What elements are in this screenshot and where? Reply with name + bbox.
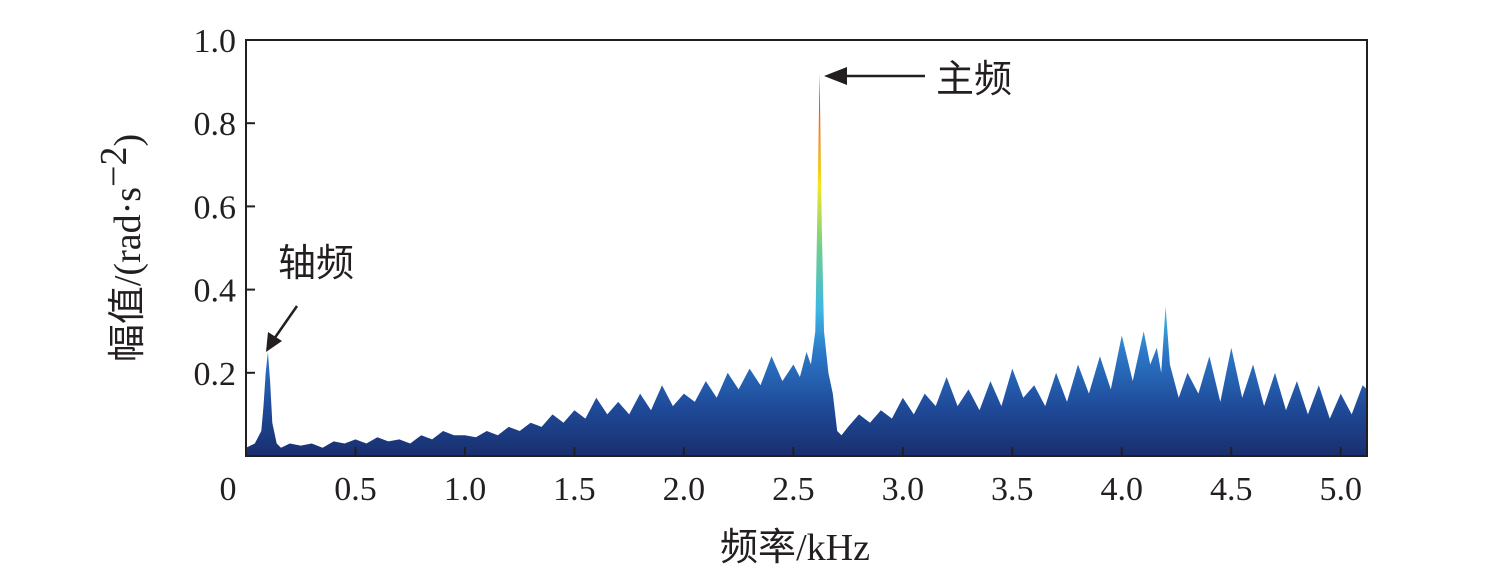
x-tick-label: 0.5	[334, 471, 377, 508]
y-tick-label: 0.2	[194, 356, 237, 393]
x-tick-label: 5.0	[1319, 471, 1362, 508]
y-tick-label: 1.0	[194, 23, 237, 60]
x-tick-label: 0	[220, 471, 237, 508]
y-axis-title-unit-exp: −2	[93, 147, 135, 187]
y-axis-title-unit-dot: ·	[107, 202, 149, 215]
annotation-shaft-frequency-arrowhead	[266, 332, 282, 352]
y-axis-title-unit-s: s	[107, 187, 149, 202]
y-axis: 0.2 0.4 0.6 0.8 1.0	[194, 23, 255, 393]
x-axis-title: 频率/kHz	[720, 525, 870, 569]
x-tick-label: 3.0	[882, 471, 925, 508]
x-tick-label: 2.5	[772, 471, 815, 508]
y-tick-label: 0.4	[194, 273, 237, 310]
x-tick-label: 2.0	[663, 471, 706, 508]
x-tick-label: 1.5	[553, 471, 596, 508]
annotation-shaft-frequency-label: 轴频	[278, 241, 354, 285]
annotation-shaft-frequency-arrow-line	[272, 305, 299, 340]
annotation-shaft-frequency: 轴频	[266, 241, 354, 352]
annotation-main-frequency-arrowhead	[824, 67, 847, 85]
y-tick-label: 0.8	[194, 106, 237, 143]
x-tick-label: 4.0	[1101, 471, 1144, 508]
x-axis: 0 0.5 1.0 1.5 2.0 2.5 3.0 3.5 4.0 4.5 5.0	[220, 447, 1362, 508]
y-axis-title-cn: 幅值	[105, 286, 149, 362]
x-tick-label: 1.0	[444, 471, 487, 508]
x-axis-title-unit: /kHz	[796, 527, 870, 569]
y-axis-title-unit-open: /(rad	[107, 214, 149, 286]
spectrum-area	[246, 73, 1367, 456]
x-tick-label: 3.5	[991, 471, 1034, 508]
y-axis-title: 幅值/(rad·s−2)	[93, 134, 149, 362]
annotation-main-frequency: 主频	[824, 57, 1012, 101]
plot-frame	[245, 39, 1368, 457]
x-axis-title-cn: 频率	[720, 525, 796, 569]
y-axis-title-unit-close: )	[107, 134, 149, 147]
x-tick-label: 4.5	[1210, 471, 1253, 508]
y-tick-label: 0.6	[194, 189, 237, 226]
plot-area	[246, 73, 1367, 456]
annotation-main-frequency-label: 主频	[936, 57, 1012, 101]
